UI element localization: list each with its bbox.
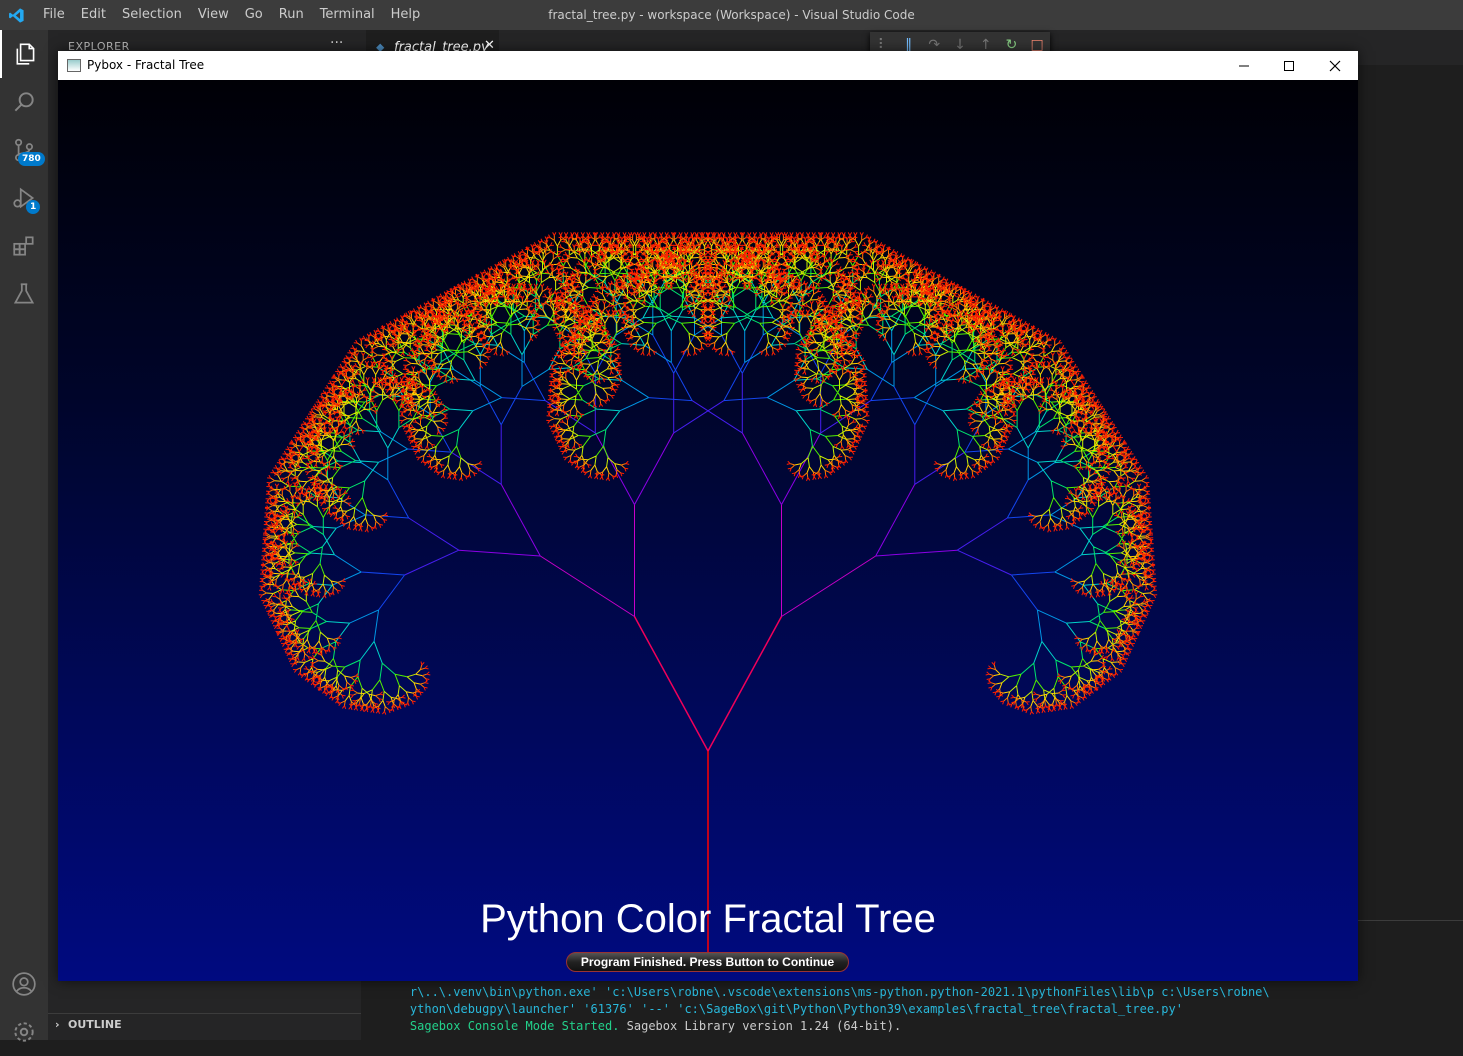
maximize-icon	[1284, 60, 1294, 71]
chevron-right-icon: ›	[55, 1018, 60, 1031]
menu-selection[interactable]: Selection	[121, 7, 182, 22]
minimize-button[interactable]	[1221, 51, 1267, 80]
terminal-line-2: ython\debugpy\launcher' '61376' '--' 'c:…	[381, 988, 1183, 1030]
extensions-activity-button[interactable]	[0, 222, 48, 270]
step-into-icon[interactable]: ↓	[954, 37, 966, 53]
drag-handle-icon[interactable]: ⠇	[877, 37, 888, 53]
pybox-window-title: Pybox - Fractal Tree	[87, 58, 205, 72]
tree-branch-level-10	[272, 246, 1144, 701]
more-actions-button[interactable]: ···	[330, 35, 344, 51]
terminal-version-text: Sagebox Library version 1.24 (64-bit).	[619, 1019, 902, 1033]
tree-branch-level-1	[633, 616, 783, 752]
restart-icon[interactable]: ↻	[1005, 37, 1018, 53]
search-activity-button[interactable]	[0, 78, 48, 126]
terminal-line-1: r\..\.venv\bin\python.exe' 'c:\Users\rob…	[381, 971, 1270, 1013]
tree-branch-level-12	[262, 235, 1154, 712]
explorer-activity-button[interactable]	[0, 30, 50, 78]
terminal-line-3: Sagebox Console Mode Started. Sagebox Li…	[381, 1005, 901, 1047]
tree-branch-level-2	[540, 504, 876, 617]
menu-run[interactable]: Run	[278, 7, 304, 22]
menu-file[interactable]: File	[43, 7, 65, 22]
tree-branch-level-4	[404, 373, 1012, 576]
explorer-title: EXPLORER	[68, 40, 130, 53]
vscode-logo-icon	[9, 8, 24, 23]
menu-view[interactable]: View	[197, 7, 229, 22]
terminal-line-2-text: ython\debugpy\launcher' '61376' '--' 'c:…	[409, 1002, 1183, 1016]
python-file-icon: ⬥	[376, 40, 385, 54]
outline-section-header[interactable]: › OUTLINE	[48, 1013, 361, 1036]
accounts-activity-button[interactable]	[0, 960, 48, 1008]
menu-help[interactable]: Help	[390, 7, 421, 22]
files-icon	[16, 43, 35, 65]
terminal-status-text: Sagebox Console Mode Started.	[409, 1019, 620, 1033]
flask-icon	[13, 283, 35, 304]
fractal-canvas: Python Color Fractal Tree Program Finish…	[58, 80, 1358, 981]
source-control-activity-button[interactable]: 780	[0, 126, 48, 174]
source-control-badge: 780	[18, 152, 45, 166]
tree-branch-level-9	[281, 254, 1135, 692]
tree-branch-level-13	[258, 232, 1158, 715]
maximize-button[interactable]	[1266, 51, 1312, 80]
run-debug-activity-button[interactable]: 1	[0, 174, 48, 222]
pause-icon[interactable]: ‖	[905, 37, 913, 53]
pybox-titlebar[interactable]: Pybox - Fractal Tree	[58, 51, 1358, 80]
stop-icon[interactable]: □	[1030, 37, 1044, 53]
fractal-tree-graphic	[258, 232, 1158, 961]
tree-branch-level-3	[458, 432, 958, 557]
tree-branch-level-8	[293, 265, 1123, 680]
continue-button[interactable]: Program Finished. Press Button to Contin…	[566, 952, 849, 972]
extensions-icon	[13, 236, 34, 256]
manage-activity-button[interactable]	[0, 1008, 48, 1056]
menu-bar: File Edit Selection View Go Run Terminal…	[35, 0, 428, 30]
outline-label: OUTLINE	[68, 1018, 122, 1031]
window-app-icon	[67, 59, 81, 72]
run-debug-badge: 1	[26, 200, 41, 214]
minimize-icon	[1239, 65, 1249, 66]
menu-edit[interactable]: Edit	[80, 7, 106, 22]
close-icon	[1329, 60, 1341, 71]
close-icon[interactable]: ✕	[484, 38, 495, 53]
vscode-titlebar: File Edit Selection View Go Run Terminal…	[0, 0, 1463, 30]
gear-icon	[14, 1022, 34, 1042]
step-over-icon[interactable]: ↷	[928, 37, 941, 53]
search-icon	[14, 92, 34, 112]
canvas-title: Python Color Fractal Tree	[480, 897, 936, 941]
menu-go[interactable]: Go	[244, 7, 263, 22]
testing-activity-button[interactable]	[0, 270, 48, 318]
pybox-window: Pybox - Fractal Tree Python Color Fracta…	[58, 51, 1358, 981]
step-out-icon[interactable]: ↑	[979, 37, 992, 53]
terminal-line-1-text: r\..\.venv\bin\python.exe' 'c:\Users\rob…	[409, 985, 1270, 999]
close-button[interactable]	[1312, 51, 1358, 80]
menu-terminal[interactable]: Terminal	[319, 7, 375, 22]
activity-bar: 780 1	[0, 30, 50, 1042]
account-icon	[12, 972, 36, 996]
